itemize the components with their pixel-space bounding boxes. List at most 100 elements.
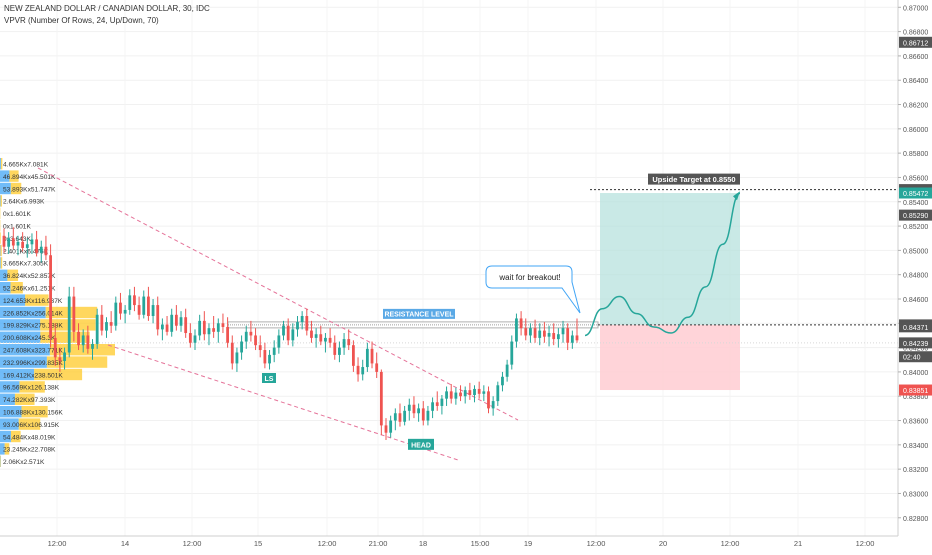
candle-body xyxy=(147,297,150,316)
price-tick-label: 0.84600 xyxy=(903,297,928,304)
volume-profile-down-bar xyxy=(1,195,2,206)
price-tick-label: 0.85800 xyxy=(903,151,928,158)
candle-body xyxy=(208,328,211,334)
time-tick-label: 18 xyxy=(419,539,427,548)
candle-body xyxy=(245,332,248,342)
candle-body xyxy=(548,333,551,337)
candle-body xyxy=(263,350,266,363)
candle-body xyxy=(576,335,579,340)
candle-body xyxy=(198,321,201,336)
indicator-title: VPVR (Number Of Rows, 24, Up/Down, 70) xyxy=(4,16,159,25)
candle-body xyxy=(478,389,481,394)
volume-profile-label: 2.06Kx2.571K xyxy=(3,459,45,466)
candle-body xyxy=(534,328,537,338)
candle-body xyxy=(282,326,285,336)
candle-body xyxy=(422,408,425,420)
candle-body xyxy=(329,338,332,343)
candle-body xyxy=(226,327,229,343)
volume-profile-up-bar xyxy=(0,257,1,268)
candle-body xyxy=(413,405,416,414)
price-tag-label: 0.85472 xyxy=(903,191,928,198)
candle-body xyxy=(138,305,141,315)
candle-body xyxy=(431,402,434,411)
candle-body xyxy=(454,393,457,399)
candle-body xyxy=(347,339,350,345)
price-tick-label: 0.86600 xyxy=(903,54,928,61)
candle-body xyxy=(287,326,290,341)
candle-body xyxy=(385,425,388,432)
candle-body xyxy=(310,331,313,338)
volume-profile-label: 74.282Kx97.393K xyxy=(3,397,56,404)
stop-zone xyxy=(600,325,740,390)
candle-body xyxy=(501,377,504,386)
candle-body xyxy=(296,322,299,329)
candle-body xyxy=(338,348,341,355)
price-tick-label: 0.83200 xyxy=(903,467,928,474)
candle-body xyxy=(3,236,6,247)
candle-body xyxy=(375,363,378,372)
volume-profile-label: 0x1.601K xyxy=(3,211,31,218)
candle-body xyxy=(86,335,89,348)
volume-profile-label: 232.996Kx299.835K xyxy=(3,360,63,367)
volume-profile-up-bar xyxy=(0,195,1,206)
candle-body xyxy=(100,315,103,331)
target-label: Upside Target at 0.8550 xyxy=(652,175,735,184)
candle-body xyxy=(259,345,262,350)
candle-body xyxy=(105,322,108,331)
volume-profile-label: 46.894Kx45.501K xyxy=(3,174,56,181)
candle-body xyxy=(557,334,560,339)
candle-body xyxy=(189,333,192,343)
candle-body xyxy=(194,335,197,342)
candle-body xyxy=(156,305,159,329)
price-tag-label: 0.83851 xyxy=(903,388,928,395)
time-tick-label: 12:00 xyxy=(587,539,606,548)
candle-body xyxy=(459,393,462,397)
volume-profile-label: 0x1.601K xyxy=(3,224,31,231)
candle-body xyxy=(417,408,420,413)
head-label: HEAD xyxy=(411,442,431,449)
candle-body xyxy=(319,334,322,341)
volume-profile-label: 53.893Kx51.747K xyxy=(3,186,56,193)
volume-profile-label: 226.852Kx256.014K xyxy=(3,310,63,317)
candle-body xyxy=(515,318,518,341)
candle-body xyxy=(436,402,439,406)
candle-body xyxy=(54,338,57,357)
candle-body xyxy=(357,366,360,375)
candle-body xyxy=(492,401,495,408)
price-tick-label: 0.85400 xyxy=(903,200,928,207)
candle-body xyxy=(82,335,85,345)
candle-body xyxy=(184,317,187,333)
time-tick-label: 12:00 xyxy=(856,539,875,548)
candle-body xyxy=(119,303,122,314)
volume-profile-label: 23.245Kx22.708K xyxy=(3,447,56,454)
candle-body xyxy=(403,411,406,422)
candle-body xyxy=(427,411,430,421)
candle-body xyxy=(273,348,276,355)
time-tick-label: 19 xyxy=(524,539,532,548)
candle-body xyxy=(473,389,476,395)
candle-body xyxy=(7,238,10,247)
candle-body xyxy=(268,355,271,364)
candle-body xyxy=(236,352,239,363)
candle-body xyxy=(114,303,117,326)
volume-profile-label: 2.64Kx6.993K xyxy=(3,199,45,206)
candle-body xyxy=(40,247,43,253)
price-tag-label: 0.85290 xyxy=(903,213,928,220)
candle-body xyxy=(240,342,243,353)
candle-body xyxy=(315,334,318,338)
candle-body xyxy=(510,342,513,365)
candle-body xyxy=(389,421,392,433)
candle-body xyxy=(124,310,127,314)
candle-body xyxy=(175,315,178,326)
volume-profile-down-bar xyxy=(0,245,1,256)
price-tick-label: 0.84800 xyxy=(903,273,928,280)
candle-body xyxy=(441,399,444,406)
candle-body xyxy=(520,318,523,328)
time-tick-label: 14 xyxy=(121,539,129,548)
price-tick-label: 0.86000 xyxy=(903,127,928,134)
candle-body xyxy=(352,345,355,366)
candle-body xyxy=(343,339,346,348)
candle-body xyxy=(324,338,327,342)
